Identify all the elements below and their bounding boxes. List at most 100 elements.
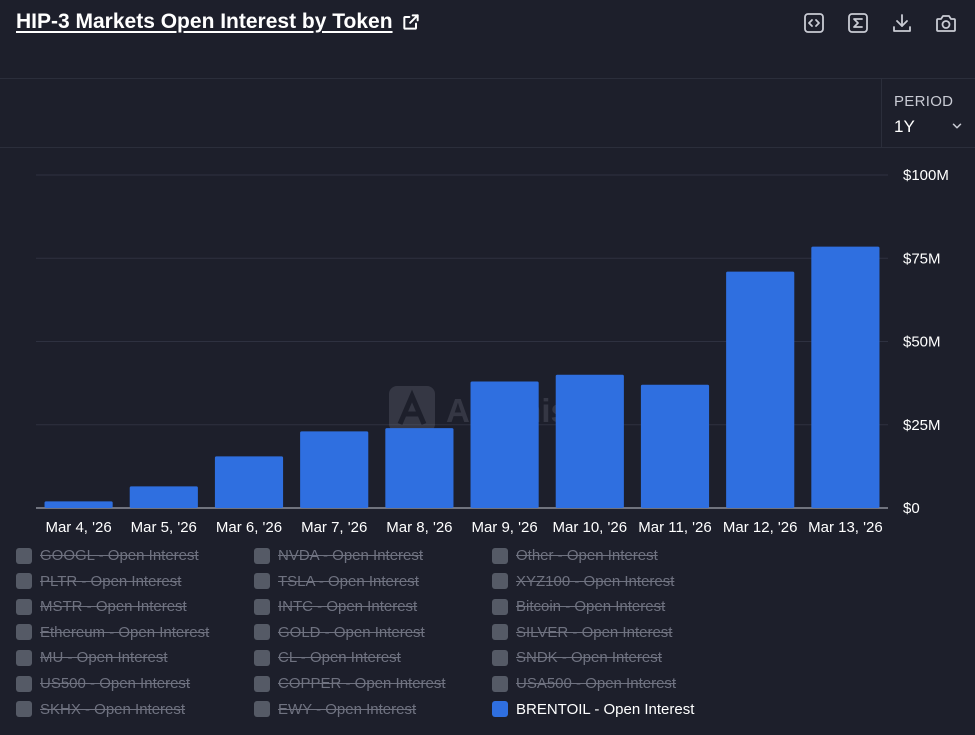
chevron-down-icon[interactable] (950, 119, 964, 133)
bar[interactable] (300, 431, 369, 508)
legend-label: EWY - Open Interest (278, 700, 417, 718)
legend-swatch (254, 547, 270, 564)
bar[interactable] (811, 246, 880, 508)
formula-button[interactable] (845, 10, 871, 36)
legend-item[interactable]: USA500 - Open Interest (492, 675, 676, 692)
screenshot-button[interactable] (933, 10, 959, 36)
legend-label: XYZ100 - Open Interest (516, 572, 675, 590)
x-tick-label: Mar 5, '26 (131, 519, 197, 536)
legend-label: SKHX - Open Interest (40, 700, 186, 718)
legend-item[interactable]: NVDA - Open Interest (254, 547, 423, 564)
camera-icon (936, 15, 956, 32)
legend-swatch (254, 701, 270, 718)
legend-item[interactable]: CL - Open Interest (254, 649, 401, 666)
period-label: PERIOD (894, 93, 954, 110)
legend-item[interactable]: MU - Open Interest (16, 649, 168, 666)
chart-header: HIP-3 Markets Open Interest by Token (0, 0, 975, 78)
legend: GOOGL - Open Interest PLTR - Open Interes… (16, 547, 966, 727)
legend-swatch (492, 701, 508, 718)
toolbar (801, 10, 959, 36)
legend-label: SILVER - Open Interest (516, 623, 673, 641)
legend-label: COPPER - Open Interest (278, 675, 446, 692)
legend-swatch (492, 624, 508, 641)
legend-swatch (492, 649, 508, 666)
legend-label: Ethereum - Open Interest (40, 623, 210, 641)
watermark-logo-icon (389, 386, 435, 432)
x-tick-label: Mar 10, '26 (553, 519, 628, 536)
x-tick-label: Mar 13, '26 (808, 519, 883, 536)
legend-item[interactable]: TSLA - Open Interest (254, 573, 419, 590)
sigma-icon (848, 13, 868, 33)
legend-swatch (16, 701, 32, 718)
legend-swatch (16, 598, 32, 615)
legend-item[interactable]: COPPER - Open Interest (254, 675, 446, 692)
legend-item[interactable]: GOLD - Open Interest (254, 624, 425, 641)
bar[interactable] (44, 501, 113, 508)
legend-swatch (254, 649, 270, 666)
legend-swatch (16, 547, 32, 564)
legend-label: US500 - Open Interest (40, 675, 191, 692)
legend-item[interactable]: PLTR - Open Interest (16, 573, 181, 590)
y-tick-label: $50M (903, 334, 941, 351)
legend-label: MU - Open Interest (40, 649, 168, 667)
x-axis: Mar 4, '26 Mar 5, '26 Mar 6, '26 Mar 7, '26… (45, 519, 882, 536)
legend-label: PLTR - Open Interest (40, 572, 182, 590)
legend-item[interactable]: Bitcoin - Open Interest (492, 598, 665, 615)
bar[interactable] (555, 374, 624, 508)
x-tick-label: Mar 6, '26 (216, 519, 282, 536)
y-tick-label: $0 (903, 500, 920, 517)
legend-item[interactable]: MSTR - Open Interest (16, 598, 187, 615)
legend-label: GOOGL - Open Interest (40, 547, 199, 564)
external-link-icon[interactable] (401, 12, 421, 32)
chart-title[interactable]: HIP-3 Markets Open Interest by Token (16, 10, 393, 33)
legend-swatch (254, 573, 270, 590)
legend-swatch (16, 624, 32, 641)
legend-item[interactable]: EWY - Open Interest (254, 701, 416, 718)
bar[interactable] (129, 486, 198, 508)
x-tick-label: Mar 8, '26 (386, 519, 452, 536)
legend-swatch (254, 598, 270, 615)
chart-title-link[interactable]: HIP-3 Markets Open Interest by Token (16, 10, 421, 34)
period-value[interactable]: 1Y (894, 117, 915, 136)
embed-button[interactable] (801, 10, 827, 36)
legend-item[interactable]: SKHX - Open Interest (16, 701, 185, 718)
legend-item[interactable]: BRENTOIL - Open Interest (492, 701, 694, 718)
bar[interactable] (385, 428, 454, 508)
legend-label: TSLA - Open Interest (278, 572, 419, 590)
download-icon (893, 14, 911, 32)
bar[interactable] (214, 456, 284, 508)
legend-item[interactable]: GOOGL - Open Interest (16, 547, 199, 564)
period-select[interactable]: PERIOD 1Y (881, 79, 975, 147)
watermark-logo-mark (397, 389, 427, 425)
download-button[interactable] (889, 10, 915, 36)
legend-item[interactable]: INTC - Open Interest (254, 598, 417, 615)
legend-item[interactable]: SILVER - Open Interest (492, 624, 672, 641)
x-tick-label: Mar 7, '26 (301, 519, 367, 536)
legend-swatch (16, 675, 32, 692)
y-tick-label: $25M (903, 417, 941, 434)
bar[interactable] (470, 381, 539, 508)
bar[interactable] (726, 271, 795, 508)
legend-swatch (492, 675, 508, 692)
y-tick-label: $100M (903, 167, 949, 184)
legend-swatch (492, 598, 508, 615)
x-tick-label: Mar 9, '26 (471, 519, 537, 536)
legend-label: SNDK - Open Interest (516, 649, 662, 667)
legend-swatch (492, 573, 508, 590)
legend-label: NVDA - Open Interest (278, 547, 424, 564)
legend-label: MSTR - Open Interest (40, 598, 187, 616)
legend-item[interactable]: SNDK - Open Interest (492, 649, 662, 666)
legend-swatch (16, 649, 32, 666)
legend-label: INTC - Open Interest (278, 598, 418, 616)
y-axis: $0 $25M $50M $75M $100M (903, 167, 949, 517)
legend-item[interactable]: Other - Open Interest (492, 547, 658, 564)
legend-item[interactable]: XYZ100 - Open Interest (492, 573, 674, 590)
bar[interactable] (640, 384, 710, 508)
legend-label: BRENTOIL - Open Interest (516, 700, 695, 718)
legend-swatch (492, 547, 508, 564)
legend-item[interactable]: Ethereum - Open Interest (16, 624, 209, 641)
legend-item[interactable]: US500 - Open Interest (16, 675, 190, 692)
legend-swatch (254, 624, 270, 641)
divider (0, 78, 975, 79)
